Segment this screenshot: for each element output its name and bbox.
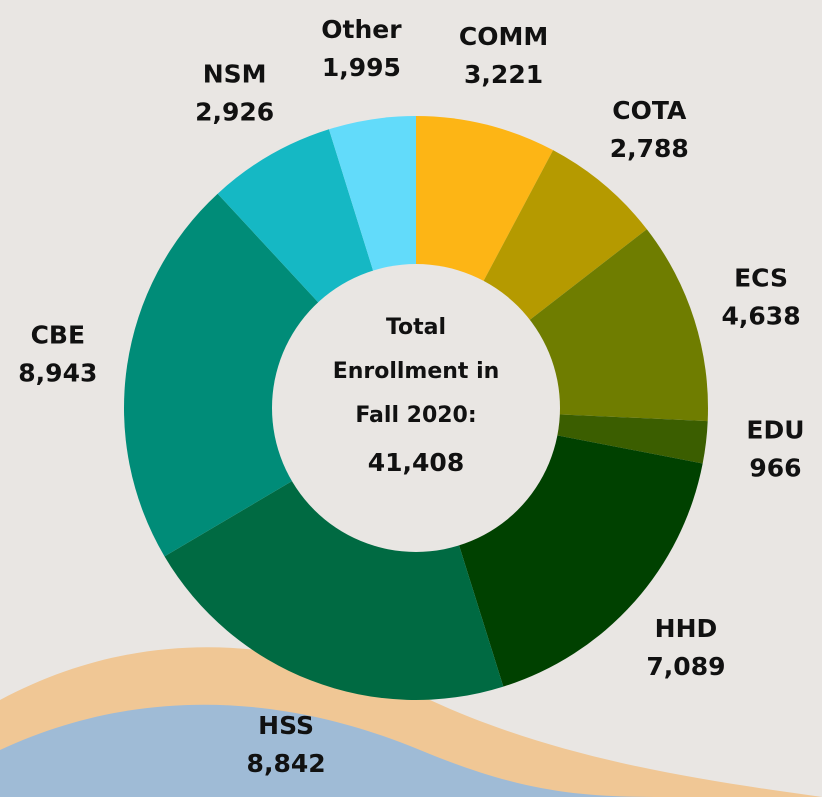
value-label: 4,638 xyxy=(722,302,801,331)
decor-band xyxy=(0,704,700,797)
slice-label: NSM xyxy=(203,60,267,89)
slice-label: COMM xyxy=(459,22,548,51)
center-total: 41,408 xyxy=(368,448,464,477)
slice-label: ECS xyxy=(734,264,788,293)
value-label: 966 xyxy=(749,454,801,483)
slice-label: Other xyxy=(321,15,402,44)
donut-hole xyxy=(272,264,560,552)
slice-label: COTA xyxy=(612,96,687,125)
slice-label: EDU xyxy=(746,416,804,445)
value-label: 8,842 xyxy=(247,749,326,778)
slice-label: HSS xyxy=(258,711,314,740)
slice-label: HHD xyxy=(655,614,718,643)
value-label: 1,995 xyxy=(322,53,401,82)
value-label: 8,943 xyxy=(18,358,97,387)
slice-label: CBE xyxy=(31,320,85,349)
value-label: 2,926 xyxy=(195,98,274,127)
value-label: 7,089 xyxy=(646,652,725,681)
center-text: Enrollment in xyxy=(333,359,500,384)
value-label: 3,221 xyxy=(464,60,543,89)
center-text: Fall 2020: xyxy=(355,403,476,428)
wedge xyxy=(124,193,416,557)
center-text: Total xyxy=(386,315,446,340)
value-label: 2,788 xyxy=(610,134,689,163)
